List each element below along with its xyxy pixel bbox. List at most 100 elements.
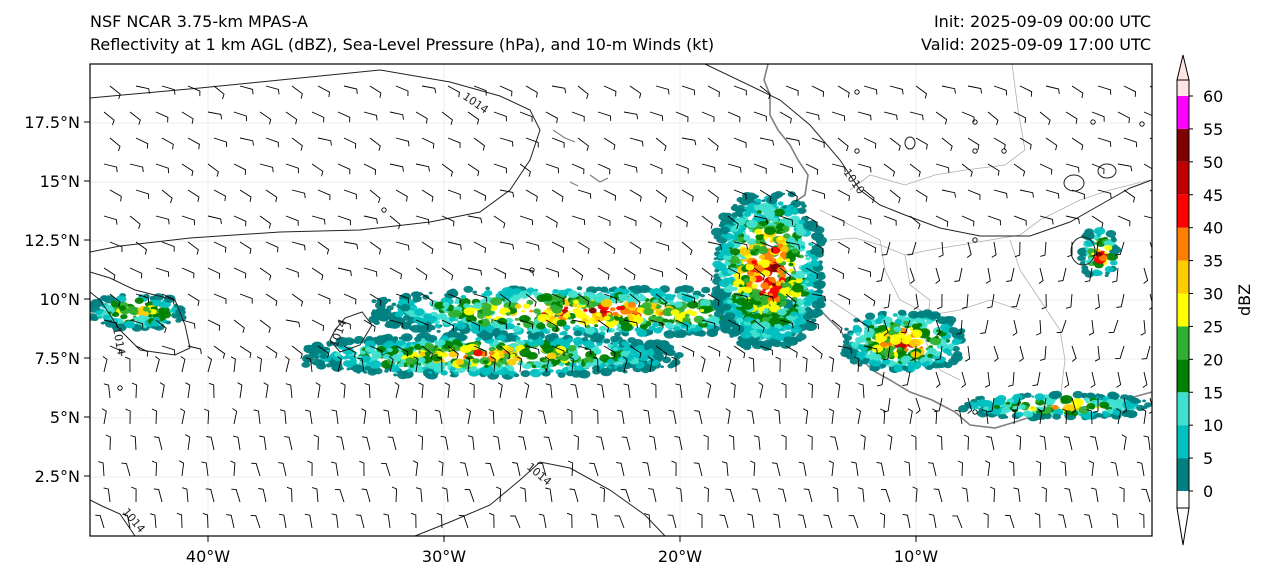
wind-barb xyxy=(102,356,108,373)
wind-barb xyxy=(1090,371,1096,388)
wind-barb xyxy=(232,408,238,425)
reflectivity-cell xyxy=(725,261,731,266)
colorbar-segment xyxy=(1177,161,1189,195)
colorbar-tick-label: 55 xyxy=(1203,120,1223,139)
wind-barb xyxy=(733,293,749,302)
wind-barb xyxy=(570,383,579,399)
wind-barb xyxy=(993,137,1006,150)
reflectivity-cell xyxy=(584,326,595,335)
wind-barb xyxy=(1149,397,1152,414)
wind-barb xyxy=(109,345,123,357)
wind-barb xyxy=(363,215,378,224)
reflectivity-cell xyxy=(304,345,308,349)
reflectivity-cell xyxy=(881,316,893,325)
reflectivity-cell xyxy=(908,338,921,348)
wind-barb xyxy=(1034,512,1041,529)
wind-barb xyxy=(603,241,616,254)
wind-barb xyxy=(103,111,115,126)
reflectivity-cell xyxy=(792,209,799,215)
reflectivity-cell xyxy=(621,362,632,370)
wind-barb xyxy=(675,383,683,399)
reflectivity-cell xyxy=(346,368,350,371)
wind-barb xyxy=(233,215,247,227)
wind-barb xyxy=(597,215,611,227)
reflectivity-cell xyxy=(657,300,661,304)
reflectivity-cell xyxy=(628,316,635,321)
reflectivity-cell xyxy=(423,314,432,321)
wind-barb xyxy=(993,189,1008,199)
wind-barb xyxy=(447,137,461,148)
reflectivity-cell xyxy=(1104,251,1108,254)
wind-barb xyxy=(311,267,324,281)
wind-barb xyxy=(231,488,241,503)
reflectivity-cell xyxy=(757,306,765,312)
wind-barb xyxy=(499,293,511,307)
reflectivity-cell xyxy=(385,340,395,348)
wind-barb xyxy=(441,163,454,177)
reflectivity-cell xyxy=(386,298,392,302)
wind-barb xyxy=(675,215,688,228)
wind-barb xyxy=(516,356,522,373)
wind-barb xyxy=(858,383,865,399)
reflectivity-cell xyxy=(482,360,489,364)
reflectivity-cell xyxy=(904,348,909,352)
wind-barb xyxy=(441,215,455,227)
wind-barb xyxy=(966,241,972,258)
reflectivity-cell xyxy=(1077,255,1086,262)
wind-barb xyxy=(707,293,720,306)
reflectivity-cell xyxy=(558,362,565,367)
wind-barb xyxy=(596,436,605,451)
reflectivity-cell xyxy=(811,260,821,267)
wind-barb xyxy=(701,215,713,229)
reflectivity-cell xyxy=(90,306,93,310)
reflectivity-cell xyxy=(1110,260,1118,266)
wind-barb xyxy=(317,85,330,98)
reflectivity-cell xyxy=(862,319,872,327)
wind-barb xyxy=(421,85,437,94)
wind-barb xyxy=(155,215,170,225)
wind-barb xyxy=(340,382,346,399)
reflectivity-cell xyxy=(775,281,782,286)
wind-barb xyxy=(129,111,141,125)
wind-barb xyxy=(707,189,719,203)
wind-barb xyxy=(889,137,901,151)
wind-barb xyxy=(417,434,424,451)
wind-barb xyxy=(733,345,746,359)
wind-barb xyxy=(1116,293,1125,308)
reflectivity-cell xyxy=(942,328,949,333)
wind-barb xyxy=(176,512,183,529)
wind-barb xyxy=(369,293,382,306)
wind-barb xyxy=(781,382,787,398)
wind-barb xyxy=(883,293,891,309)
reflectivity-cell xyxy=(780,279,785,283)
wind-barb xyxy=(155,356,160,373)
reflectivity-cell xyxy=(536,322,546,330)
wind-barb xyxy=(748,356,755,373)
wind-barb xyxy=(135,189,150,200)
wind-barb xyxy=(1065,111,1078,124)
wind-barb xyxy=(667,514,677,529)
wind-barb xyxy=(1019,137,1032,150)
wind-barb xyxy=(545,215,558,228)
lat-label: 10°N xyxy=(40,290,80,309)
reflectivity-cell xyxy=(408,346,415,351)
wind-barb xyxy=(109,293,121,308)
reflectivity-cell xyxy=(571,370,582,378)
wind-barb xyxy=(599,486,605,503)
reflectivity-cell xyxy=(543,359,549,363)
wind-barb xyxy=(1045,85,1060,95)
reflectivity-cell xyxy=(402,315,411,321)
wind-barb xyxy=(753,163,767,174)
reflectivity-cell xyxy=(1001,406,1011,414)
reflectivity-cell xyxy=(578,295,591,305)
wind-barb xyxy=(857,215,872,225)
wind-barb xyxy=(934,397,943,412)
wind-barb xyxy=(180,356,186,373)
reflectivity-cell xyxy=(761,316,770,322)
reflectivity-cell xyxy=(768,293,774,297)
reflectivity-cell xyxy=(1081,265,1089,271)
wind-barb xyxy=(681,189,694,202)
reflectivity-cell xyxy=(568,353,574,357)
reflectivity-cell xyxy=(893,364,905,373)
reflectivity-cell xyxy=(764,226,776,235)
